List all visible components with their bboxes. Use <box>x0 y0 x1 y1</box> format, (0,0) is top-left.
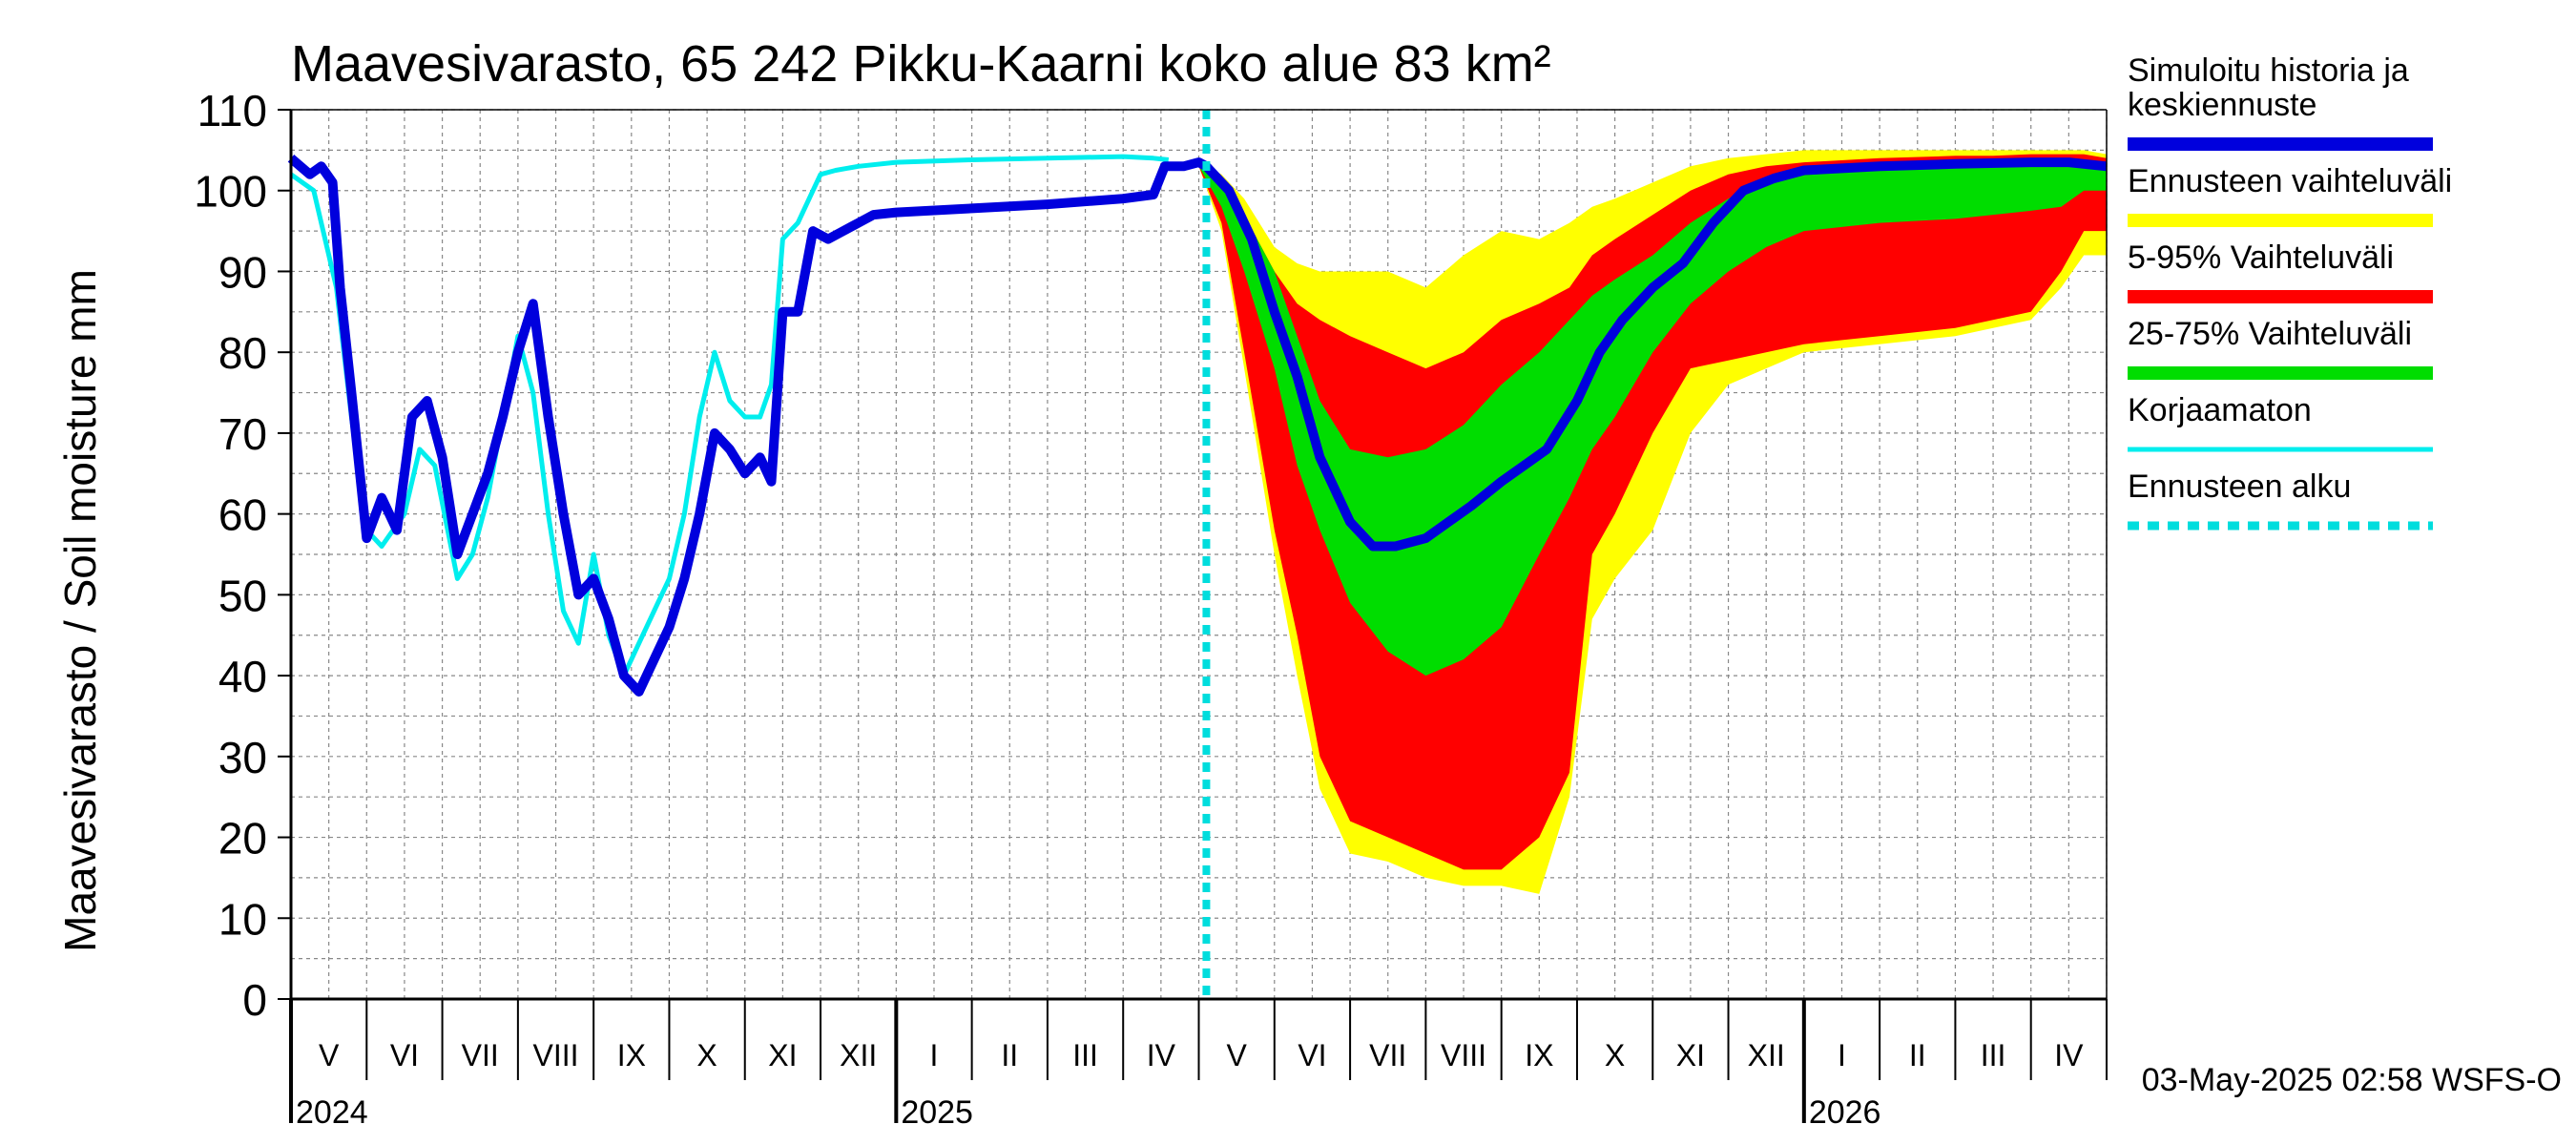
legend-label: Ennusteen vaihteluväli <box>2128 163 2452 199</box>
legend-label: 25-75% Vaihteluväli <box>2128 316 2412 352</box>
month-label: XII <box>1748 1038 1785 1072</box>
month-label: VI <box>1298 1038 1326 1072</box>
year-label: 2024 <box>296 1094 368 1131</box>
month-label: XI <box>1676 1038 1705 1072</box>
month-label: I <box>1838 1038 1846 1072</box>
series-line-simuloitu-historia-ja-keskiennuste <box>287 155 2108 697</box>
month-label: VII <box>462 1038 499 1072</box>
month-label: VI <box>390 1038 419 1072</box>
legend-label: Korjaamaton <box>2128 392 2312 428</box>
legend-label: keskiennuste <box>2128 87 2316 123</box>
month-label: IV <box>2054 1038 2084 1072</box>
month-label: IX <box>617 1038 646 1072</box>
y-tick-label: 90 <box>218 247 267 297</box>
y-tick-label: 0 <box>242 975 267 1025</box>
month-label: XII <box>840 1038 877 1072</box>
month-label: III <box>1072 1038 1098 1072</box>
year-label: 2026 <box>1809 1094 1881 1131</box>
year-label: 2025 <box>901 1094 973 1131</box>
month-label: II <box>1909 1038 1926 1072</box>
month-label: III <box>1981 1038 2006 1072</box>
month-label: IX <box>1525 1038 1553 1072</box>
y-tick-label: 100 <box>194 167 267 217</box>
month-label: VII <box>1369 1038 1406 1072</box>
legend-label: Simuloitu historia ja <box>2128 52 2409 89</box>
timestamp-label: 03-May-2025 02:58 WSFS-O <box>2142 1062 2562 1098</box>
series-line-korjaamaton <box>289 154 1170 678</box>
month-label: II <box>1001 1038 1018 1072</box>
band-5-95-vaihteluv-li <box>1198 154 2107 870</box>
month-label: X <box>696 1038 717 1072</box>
y-tick-label: 60 <box>218 490 267 540</box>
y-tick-label: 50 <box>218 571 267 620</box>
y-tick-label: 70 <box>218 409 267 459</box>
month-label: V <box>319 1038 340 1072</box>
chart-title: Maavesivarasto, 65 242 Pikku-Kaarni koko… <box>291 35 1551 93</box>
y-tick-label: 10 <box>218 894 267 944</box>
y-tick-label: 30 <box>218 733 267 782</box>
month-label: VIII <box>533 1038 579 1072</box>
y-tick-label: 20 <box>218 814 267 864</box>
month-label: XI <box>768 1038 797 1072</box>
month-label: V <box>1226 1038 1247 1072</box>
band-25-75-vaihteluv-li <box>1198 162 2107 677</box>
month-label: I <box>930 1038 939 1072</box>
y-tick-label: 110 <box>197 86 267 135</box>
month-label: IV <box>1147 1038 1176 1072</box>
month-label: X <box>1605 1038 1625 1072</box>
y-axis-label: Maavesivarasto / Soil moisture mm <box>55 269 105 952</box>
y-tick-label: 40 <box>218 652 267 701</box>
month-label: VIII <box>1441 1038 1486 1072</box>
y-tick-label: 80 <box>218 328 267 378</box>
legend-label: 5-95% Vaihteluväli <box>2128 239 2394 276</box>
legend-label: Ennusteen alku <box>2128 468 2351 505</box>
